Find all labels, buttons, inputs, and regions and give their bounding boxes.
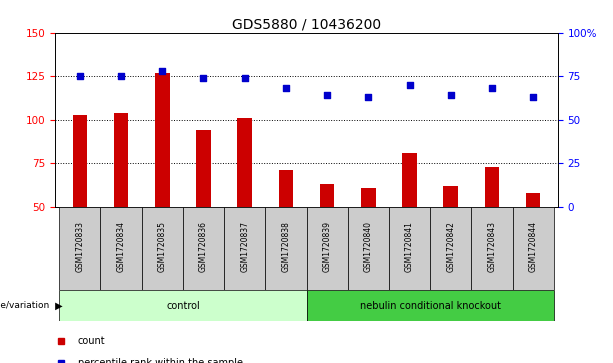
Bar — [114, 113, 128, 207]
Text: GSM1720841: GSM1720841 — [405, 221, 414, 272]
Bar — [512, 207, 554, 290]
Bar — [430, 207, 471, 290]
Text: GSM1720844: GSM1720844 — [528, 221, 538, 273]
Bar — [196, 130, 211, 207]
Bar — [183, 207, 224, 290]
Point — [487, 86, 497, 91]
Text: count: count — [78, 336, 105, 346]
Point — [158, 68, 167, 74]
Text: control: control — [166, 301, 200, 311]
Text: ▶: ▶ — [52, 301, 63, 311]
Point — [240, 75, 249, 81]
Bar — [224, 207, 265, 290]
Point — [528, 94, 538, 100]
Point — [364, 94, 373, 100]
Text: GSM1720834: GSM1720834 — [116, 221, 126, 273]
Bar — [142, 207, 183, 290]
Bar — [471, 207, 512, 290]
Text: GSM1720836: GSM1720836 — [199, 221, 208, 273]
Point — [75, 73, 85, 79]
Bar — [73, 115, 87, 207]
Text: GSM1720838: GSM1720838 — [281, 221, 291, 272]
Text: GSM1720842: GSM1720842 — [446, 221, 455, 272]
Bar — [279, 170, 293, 207]
Bar — [402, 153, 417, 207]
Bar — [361, 188, 376, 207]
Bar — [59, 207, 101, 290]
Point — [322, 93, 332, 98]
Text: genotype/variation: genotype/variation — [0, 301, 52, 310]
Point — [446, 93, 455, 98]
Bar — [59, 290, 306, 321]
Point — [281, 86, 291, 91]
Bar — [306, 207, 348, 290]
Title: GDS5880 / 10436200: GDS5880 / 10436200 — [232, 17, 381, 32]
Text: nebulin conditional knockout: nebulin conditional knockout — [360, 301, 501, 311]
Bar — [306, 290, 554, 321]
Bar — [320, 184, 334, 207]
Point — [405, 82, 414, 88]
Text: GSM1720835: GSM1720835 — [158, 221, 167, 273]
Bar — [237, 118, 252, 207]
Bar — [526, 193, 540, 207]
Bar — [348, 207, 389, 290]
Text: GSM1720833: GSM1720833 — [75, 221, 85, 273]
Text: percentile rank within the sample: percentile rank within the sample — [78, 358, 243, 363]
Text: GSM1720839: GSM1720839 — [322, 221, 332, 273]
Bar — [443, 186, 458, 207]
Bar — [485, 167, 499, 207]
Text: GSM1720843: GSM1720843 — [487, 221, 497, 273]
Point — [116, 73, 126, 79]
Text: GSM1720840: GSM1720840 — [364, 221, 373, 273]
Bar — [389, 207, 430, 290]
Bar — [155, 73, 170, 207]
Bar — [101, 207, 142, 290]
Text: GSM1720837: GSM1720837 — [240, 221, 249, 273]
Bar — [265, 207, 306, 290]
Point — [199, 75, 208, 81]
